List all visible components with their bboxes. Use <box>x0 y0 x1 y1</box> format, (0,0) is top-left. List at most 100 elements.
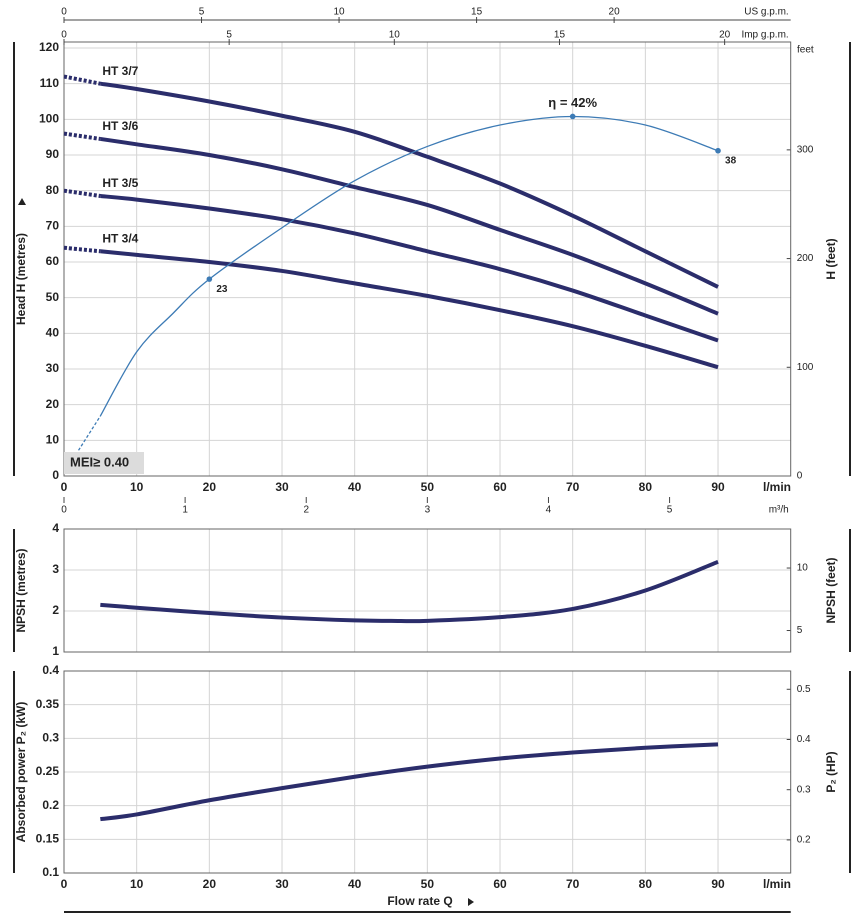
secondary-tick-label: 5 <box>667 505 673 516</box>
x-unit: l/min <box>763 480 791 494</box>
curve <box>63 188 101 198</box>
x-tick-label: 50 <box>421 480 435 494</box>
efficiency-value: 38 <box>725 155 737 166</box>
y-tick-label: 60 <box>46 254 60 268</box>
y-tick-label: 80 <box>46 183 60 197</box>
secondary-tick-label: 15 <box>554 30 566 41</box>
secondary-tick-label: 2 <box>303 505 309 516</box>
y-tick-label: 0.15 <box>36 832 60 846</box>
secondary-tick-label: 20 <box>719 30 731 41</box>
efficiency-point <box>569 113 576 120</box>
x-tick-label: 80 <box>639 480 653 494</box>
secondary-tick-label: 0 <box>61 505 67 516</box>
y-tick-label: 4 <box>52 521 59 535</box>
x-tick-label: 60 <box>493 480 507 494</box>
y-tick-label: 40 <box>46 326 60 340</box>
y2-tick-label: 5 <box>797 625 803 636</box>
y-axis-title: Head H (metres) <box>14 233 28 325</box>
series-label: HT 3/5 <box>102 176 138 190</box>
y2-tick-label: 0 <box>797 471 803 482</box>
y2-tick-label: 100 <box>797 362 814 373</box>
y-tick-label: 0.1 <box>42 865 59 879</box>
secondary-tick-label: 5 <box>226 30 232 41</box>
curve <box>100 136 719 316</box>
curve <box>100 194 719 343</box>
secondary-tick-label: 0 <box>61 30 67 41</box>
efficiency-value: 23 <box>216 284 228 295</box>
y-tick-label: 10 <box>46 433 60 447</box>
x-tick-label: 70 <box>566 480 580 494</box>
y-axis-title: Absorbed power P₂ (kW) <box>14 702 28 843</box>
x-tick-label: 60 <box>493 877 507 891</box>
x-tick-label: 30 <box>275 877 289 891</box>
y-tick-label: 3 <box>52 562 59 576</box>
y-axis-title: NPSH (metres) <box>14 548 28 632</box>
y2-axis-title: NPSH (feet) <box>824 557 838 623</box>
y-tick-label: 1 <box>52 644 59 658</box>
y-tick-label: 30 <box>46 361 60 375</box>
x-tick-label: 40 <box>348 480 362 494</box>
y2-tick-label: 0.5 <box>797 684 811 695</box>
x-tick-label: 90 <box>711 877 725 891</box>
arrow <box>18 198 26 205</box>
x-tick-label: 80 <box>639 877 653 891</box>
y-tick-label: 20 <box>46 397 60 411</box>
x-tick-label: 0 <box>61 480 68 494</box>
secondary-axis-title: m³/h <box>769 505 789 516</box>
y-tick-label: 90 <box>46 147 60 161</box>
x-tick-label: 90 <box>711 480 725 494</box>
plot-frame <box>63 528 792 653</box>
curve <box>100 559 719 624</box>
curve <box>77 415 101 451</box>
series-label: HT 3/4 <box>102 231 138 245</box>
y-tick-label: 120 <box>39 40 59 54</box>
x-axis-title: Flow rate Q <box>387 894 452 908</box>
y2-tick-label: 300 <box>797 145 814 156</box>
secondary-tick-label: 10 <box>333 7 345 18</box>
secondary-axis-title: US g.p.m. <box>744 7 788 18</box>
x-unit: l/min <box>763 877 791 891</box>
secondary-tick-label: 10 <box>389 30 401 41</box>
annotation-box <box>64 452 144 474</box>
y2-tick-label: 200 <box>797 253 814 264</box>
curve <box>99 115 719 417</box>
y-tick-label: 0.4 <box>42 663 59 677</box>
curve <box>63 245 101 254</box>
curve <box>100 742 719 822</box>
y2-unit: feet <box>797 45 814 56</box>
y2-tick-label: 0.3 <box>797 784 811 795</box>
efficiency-point <box>715 147 721 154</box>
secondary-tick-label: 1 <box>182 505 188 516</box>
x-tick-label: 20 <box>203 480 217 494</box>
x-tick-label: 20 <box>203 877 217 891</box>
y2-axis-title: P₂ (HP) <box>824 751 838 792</box>
x-tick-label: 10 <box>130 480 144 494</box>
x-tick-label: 10 <box>130 877 144 891</box>
secondary-tick-label: 20 <box>609 7 621 18</box>
annotation: MEI≥ 0.40 <box>70 454 129 469</box>
secondary-tick-label: 0 <box>61 7 67 18</box>
y-tick-label: 70 <box>46 219 60 233</box>
y2-tick-label: 10 <box>797 563 809 574</box>
y-tick-label: 2 <box>52 603 59 617</box>
secondary-tick-label: 5 <box>199 7 205 18</box>
secondary-tick-label: 4 <box>546 505 552 516</box>
x-tick-label: 30 <box>275 480 289 494</box>
y-tick-label: 0.35 <box>36 697 60 711</box>
plot-frame <box>63 41 792 477</box>
y-tick-label: 110 <box>40 76 60 90</box>
y-tick-label: 0.25 <box>36 764 60 778</box>
y-tick-label: 0.3 <box>42 731 59 745</box>
secondary-axis-title: Imp g.p.m. <box>741 30 788 41</box>
y-tick-label: 50 <box>46 290 60 304</box>
x-tick-label: 0 <box>61 877 68 891</box>
efficiency-label: η = 42% <box>548 95 597 110</box>
series-label: HT 3/6 <box>102 119 138 133</box>
arrow <box>468 898 474 906</box>
y-tick-label: 0 <box>52 468 59 482</box>
secondary-tick-label: 3 <box>425 505 431 516</box>
curve <box>100 249 719 370</box>
x-tick-label: 50 <box>421 877 435 891</box>
x-tick-label: 70 <box>566 877 580 891</box>
